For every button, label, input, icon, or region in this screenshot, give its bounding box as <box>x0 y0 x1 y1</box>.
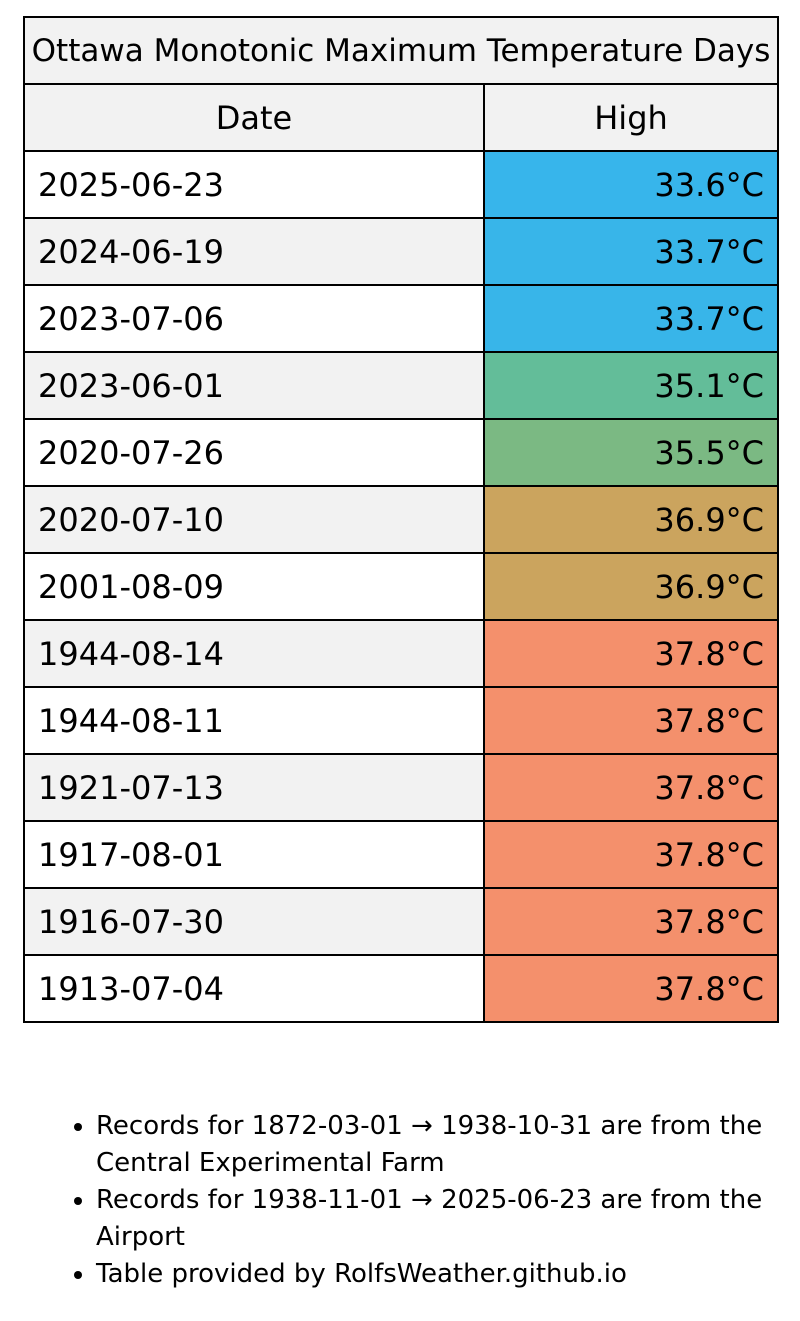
table-row: 2025-06-23 33.6°C <box>23 150 780 219</box>
date-cell: 1944-08-11 <box>23 686 485 755</box>
table-row: 2023-07-06 33.7°C <box>23 284 780 353</box>
date-cell: 1944-08-14 <box>23 619 485 688</box>
note-item: Table provided by RolfsWeather.github.io <box>96 1256 776 1293</box>
high-temperature-cell: 36.9°C <box>482 552 780 621</box>
high-temperature-cell: 33.7°C <box>482 284 780 353</box>
table-row: 1944-08-14 37.8°C <box>23 619 780 688</box>
high-temperature-cell: 33.6°C <box>482 150 780 219</box>
date-cell: 1921-07-13 <box>23 753 485 822</box>
table-row: 2020-07-26 35.5°C <box>23 418 780 487</box>
high-temperature-cell: 37.8°C <box>482 686 780 755</box>
table-row: 1921-07-13 37.8°C <box>23 753 780 822</box>
date-cell: 1917-08-01 <box>23 820 485 889</box>
column-header-date: Date <box>23 83 485 152</box>
date-cell: 1913-07-04 <box>23 954 485 1023</box>
table-row: 1916-07-30 37.8°C <box>23 887 780 956</box>
high-temperature-cell: 37.8°C <box>482 887 780 956</box>
high-temperature-cell: 35.1°C <box>482 351 780 420</box>
date-cell: 2025-06-23 <box>23 150 485 219</box>
temperature-table: Ottawa Monotonic Maximum Temperature Day… <box>22 16 780 1023</box>
note-item: Records for 1938-11-01 → 2025-06-23 are … <box>96 1182 776 1256</box>
high-temperature-cell: 36.9°C <box>482 485 780 554</box>
high-temperature-cell: 37.8°C <box>482 820 780 889</box>
notes-list: Records for 1872-03-01 → 1938-10-31 are … <box>0 1108 776 1293</box>
table-body: 2025-06-23 33.6°C 2024-06-19 33.7°C 2023-07-… <box>23 150 780 1023</box>
table-row: 1944-08-11 37.8°C <box>23 686 780 755</box>
high-temperature-cell: 37.8°C <box>482 753 780 822</box>
note-item: Records for 1872-03-01 → 1938-10-31 are … <box>96 1108 776 1182</box>
table-row: 2001-08-09 36.9°C <box>23 552 780 621</box>
table-title: Ottawa Monotonic Maximum Temperature Day… <box>22 16 780 85</box>
high-temperature-cell: 37.8°C <box>482 619 780 688</box>
date-cell: 2023-07-06 <box>23 284 485 353</box>
table-row: 2024-06-19 33.7°C <box>23 217 780 286</box>
column-header-high: High <box>482 83 780 152</box>
date-cell: 2023-06-01 <box>23 351 485 420</box>
high-temperature-cell: 33.7°C <box>482 217 780 286</box>
high-temperature-cell: 35.5°C <box>482 418 780 487</box>
table-row: 2020-07-10 36.9°C <box>23 485 780 554</box>
date-cell: 2020-07-10 <box>23 485 485 554</box>
table-row: 1917-08-01 37.8°C <box>23 820 780 889</box>
date-cell: 2024-06-19 <box>23 217 485 286</box>
date-cell: 1916-07-30 <box>23 887 485 956</box>
table-row: 1913-07-04 37.8°C <box>23 954 780 1023</box>
date-cell: 2020-07-26 <box>23 418 485 487</box>
table-row: 2023-06-01 35.1°C <box>23 351 780 420</box>
date-cell: 2001-08-09 <box>23 552 485 621</box>
high-temperature-cell: 37.8°C <box>482 954 780 1023</box>
